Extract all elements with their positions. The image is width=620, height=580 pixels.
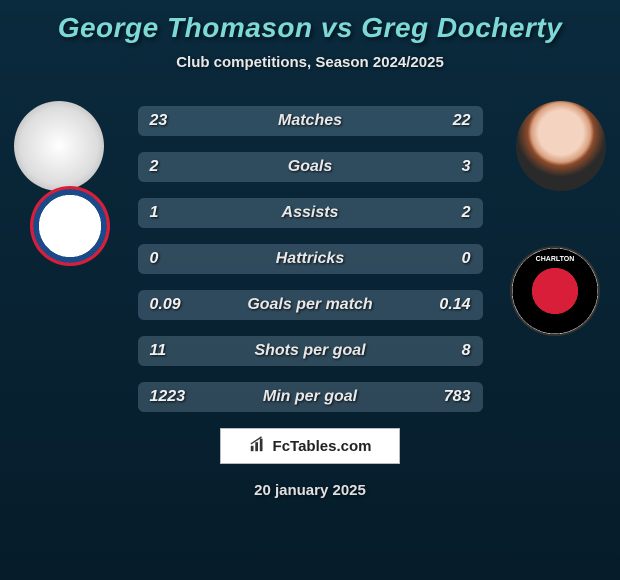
stat-right-value: 0.14 [421,296,471,314]
stat-label: Matches [278,112,342,130]
comparison-title: George Thomason vs Greg Docherty [0,0,620,44]
player-photo-left [14,101,104,191]
stat-left-value: 1223 [150,388,200,406]
stat-row: 2 Goals 3 [138,152,483,182]
player-photo-right [516,101,606,191]
club-logo-left [30,186,110,266]
stat-right-value: 783 [420,388,470,406]
chart-icon [249,435,267,458]
stat-left-value: 0 [150,250,200,268]
stat-left-value: 2 [150,158,200,176]
stat-right-value: 2 [420,204,470,222]
comparison-subtitle: Club competitions, Season 2024/2025 [0,54,620,71]
stat-right-value: 0 [420,250,470,268]
stat-row: 0 Hattricks 0 [138,244,483,274]
stat-right-value: 8 [421,342,471,360]
stat-row: 1223 Min per goal 783 [138,382,483,412]
stat-label: Min per goal [263,388,357,406]
stat-row: 23 Matches 22 [138,106,483,136]
brand-text: FcTables.com [273,438,372,455]
stat-right-value: 22 [421,112,471,130]
stat-row: 11 Shots per goal 8 [138,336,483,366]
stat-right-value: 3 [421,158,471,176]
stat-label: Goals per match [247,296,372,314]
stat-label: Assists [282,204,339,222]
stat-label: Shots per goal [254,342,365,360]
stat-row: 0.09 Goals per match 0.14 [138,290,483,320]
stat-label: Goals [288,158,332,176]
club-logo-right [510,246,600,336]
stat-left-value: 23 [150,112,200,130]
comparison-content: 23 Matches 22 2 Goals 3 1 Assists 2 0 Ha… [0,101,620,499]
stat-label: Hattricks [276,250,344,268]
stats-column: 23 Matches 22 2 Goals 3 1 Assists 2 0 Ha… [138,101,483,412]
stat-left-value: 0.09 [150,296,200,314]
stat-left-value: 1 [150,204,200,222]
brand-badge[interactable]: FcTables.com [220,428,400,464]
stat-left-value: 11 [150,342,200,360]
footer-date: 20 january 2025 [0,482,620,499]
stat-row: 1 Assists 2 [138,198,483,228]
